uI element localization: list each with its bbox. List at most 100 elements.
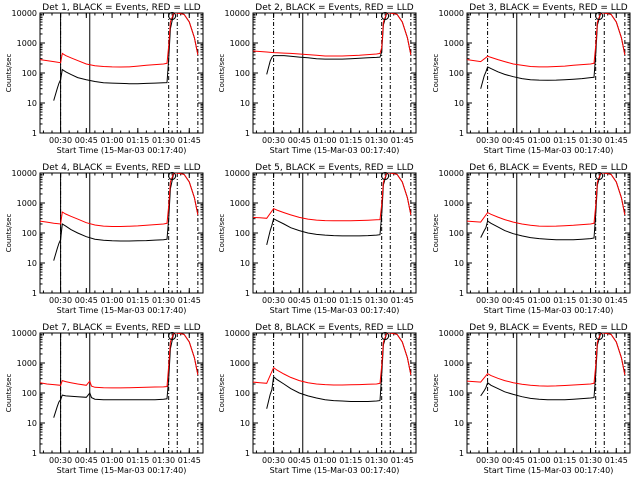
plot-frame (252, 12, 417, 134)
x-tick-label: 00:30 (49, 136, 72, 145)
y-tick-label: 1000 (230, 199, 250, 208)
x-tick-label: 01:00 (528, 136, 551, 145)
y-tick-label: 1000 (230, 39, 250, 48)
y-tick-label: 10000 (225, 169, 250, 178)
y-axis-label: Counts/sec (432, 374, 440, 413)
x-axis-label: Start Time (15-Mar-03 00:17:40) (57, 306, 187, 315)
y-tick-label: 100 (22, 229, 37, 238)
x-tick-label: 01:00 (101, 296, 124, 305)
x-tick-label: 01:15 (339, 296, 362, 305)
y-axis-label: Counts/sec (5, 374, 13, 413)
y-tick-label: 1000 (444, 39, 464, 48)
y-tick-label: 10000 (12, 329, 37, 338)
plot-frame (466, 172, 631, 294)
x-tick-label: 01:00 (314, 296, 337, 305)
events-series-line (53, 333, 199, 418)
x-tick-label: 01:30 (365, 456, 388, 465)
x-tick-label: 01:00 (101, 136, 124, 145)
x-axis-label: Start Time (15-Mar-03 00:17:40) (270, 306, 400, 315)
y-axis-label: Counts/sec (432, 214, 440, 253)
y-tick-label: 10000 (439, 169, 464, 178)
detector-panel: Det 8, BLACK = Events, RED = LLD 1 10 100 10… (218, 323, 417, 475)
x-tick-label: 00:45 (75, 136, 98, 145)
detector-panel: Det 9, BLACK = Events, RED = LLD 1 10 100 10… (432, 323, 631, 475)
y-tick-label: 1000 (444, 359, 464, 368)
x-tick-label: 01:30 (152, 456, 175, 465)
plot-frame (466, 332, 631, 454)
x-tick-label: 01:45 (391, 296, 414, 305)
y-tick-label: 1 (245, 129, 250, 138)
events-series-line (266, 13, 412, 75)
panel-title: Det 2, BLACK = Events, RED = LLD (255, 3, 414, 13)
panel-title: Det 6, BLACK = Events, RED = LLD (469, 163, 628, 173)
x-axis-label: Start Time (15-Mar-03 00:17:40) (484, 466, 614, 475)
x-tick-label: 01:45 (178, 296, 201, 305)
x-tick-label: 01:30 (365, 296, 388, 305)
y-tick-label: 1 (459, 129, 464, 138)
panel-title: Det 3, BLACK = Events, RED = LLD (469, 3, 628, 13)
saa-marker (381, 332, 390, 340)
panel-title: Det 9, BLACK = Events, RED = LLD (469, 323, 628, 333)
x-axis-label: Start Time (15-Mar-03 00:17:40) (57, 466, 187, 475)
y-tick-label: 10000 (439, 329, 464, 338)
events-series-line (480, 173, 626, 241)
y-tick-label: 1000 (17, 199, 37, 208)
x-tick-label: 00:30 (476, 136, 499, 145)
x-tick-label: 00:45 (75, 296, 98, 305)
saa-marker (381, 12, 390, 20)
detector-panel: Det 6, BLACK = Events, RED = LLD 1 10 100 10… (432, 163, 631, 315)
y-axis-label: Counts/sec (218, 54, 226, 93)
detector-panel: Det 7, BLACK = Events, RED = LLD 1 10 100 10… (5, 323, 204, 475)
lld-series-line (253, 333, 412, 386)
y-tick-label: 10 (454, 419, 464, 428)
saa-marker (168, 12, 177, 20)
y-tick-label: 1000 (17, 359, 37, 368)
x-tick-label: 01:15 (126, 136, 149, 145)
lld-series-line (253, 13, 412, 57)
detector-panel: Det 2, BLACK = Events, RED = LLD 1 10 100 10… (218, 3, 417, 155)
detector-panel: Det 3, BLACK = Events, RED = LLD 1 10 100 10… (432, 3, 631, 155)
y-tick-label: 1000 (230, 359, 250, 368)
y-axis-label: Counts/sec (218, 374, 226, 413)
y-tick-label: 10 (240, 419, 250, 428)
x-tick-label: 01:45 (178, 456, 201, 465)
lld-series-line (467, 173, 626, 227)
lld-series-line (253, 173, 412, 222)
x-tick-label: 00:45 (288, 456, 311, 465)
x-tick-label: 00:30 (476, 296, 499, 305)
panel-title: Det 1, BLACK = Events, RED = LLD (42, 3, 201, 13)
y-tick-label: 100 (449, 229, 464, 238)
events-series-line (480, 13, 626, 89)
saa-marker (595, 332, 604, 340)
x-tick-label: 01:45 (391, 456, 414, 465)
x-axis-label: Start Time (15-Mar-03 00:17:40) (270, 146, 400, 155)
x-tick-label: 00:45 (502, 296, 525, 305)
x-tick-label: 01:30 (579, 296, 602, 305)
y-tick-label: 10000 (12, 9, 37, 18)
y-tick-label: 10 (454, 259, 464, 268)
detector-panel: Det 1, BLACK = Events, RED = LLD 1 10 100 10… (5, 3, 204, 155)
events-series-line (266, 333, 412, 409)
x-tick-label: 01:15 (126, 456, 149, 465)
y-axis-label: Counts/sec (5, 214, 13, 253)
x-tick-label: 01:15 (553, 136, 576, 145)
y-tick-label: 100 (449, 389, 464, 398)
lld-series-line (40, 173, 199, 227)
y-tick-label: 1 (32, 289, 37, 298)
x-tick-label: 01:00 (528, 296, 551, 305)
y-tick-label: 1000 (17, 39, 37, 48)
x-tick-label: 01:00 (314, 456, 337, 465)
y-axis-label: Counts/sec (432, 54, 440, 93)
y-tick-label: 10 (27, 419, 37, 428)
saa-marker (168, 332, 177, 340)
x-tick-label: 01:30 (365, 136, 388, 145)
y-tick-label: 10 (240, 99, 250, 108)
y-tick-label: 100 (22, 69, 37, 78)
plot-frame (39, 172, 204, 294)
events-series-line (53, 173, 199, 261)
detector-panel: Det 4, BLACK = Events, RED = LLD 1 10 100 10… (5, 163, 204, 315)
x-tick-label: 01:15 (553, 456, 576, 465)
x-tick-label: 01:15 (339, 456, 362, 465)
x-axis-label: Start Time (15-Mar-03 00:17:40) (484, 146, 614, 155)
